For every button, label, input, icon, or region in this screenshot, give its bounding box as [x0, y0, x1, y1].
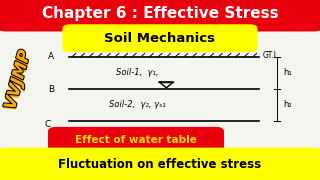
FancyBboxPatch shape [0, 148, 320, 180]
Text: VVJMP: VVJMP [1, 49, 34, 112]
FancyBboxPatch shape [0, 0, 320, 31]
FancyBboxPatch shape [48, 127, 224, 153]
Text: Soil-2,  γ₂, γₛ₁: Soil-2, γ₂, γₛ₁ [109, 100, 166, 109]
Text: Soil Mechanics: Soil Mechanics [105, 32, 215, 45]
FancyBboxPatch shape [62, 24, 258, 52]
Text: Fluctuation on effective stress: Fluctuation on effective stress [59, 158, 261, 171]
Text: GT.L: GT.L [262, 51, 278, 60]
Text: VVJMP: VVJMP [1, 49, 34, 112]
Text: h₁: h₁ [283, 68, 292, 77]
Text: h₂: h₂ [283, 100, 292, 109]
Text: Chapter 6 : Effective Stress: Chapter 6 : Effective Stress [42, 6, 278, 21]
Text: C: C [45, 120, 51, 129]
Text: B: B [48, 85, 54, 94]
Text: Soil-1,  γ₁,: Soil-1, γ₁, [116, 68, 159, 77]
Text: Effect of water table: Effect of water table [75, 135, 197, 145]
Text: A: A [48, 52, 54, 61]
